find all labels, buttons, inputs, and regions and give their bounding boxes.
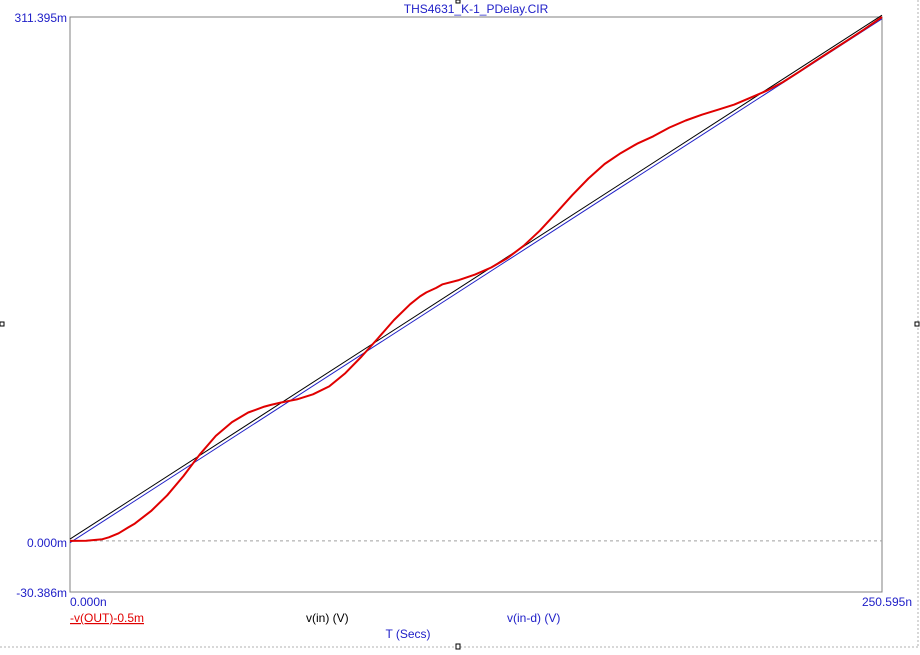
resize-handle-bottom[interactable] xyxy=(455,643,461,650)
resize-handle-right[interactable] xyxy=(914,321,920,327)
y-tick-label-bottom: -30.386m xyxy=(16,586,67,600)
y-tick-label-zero: 0.000m xyxy=(27,536,67,550)
chart-title: THS4631_K-1_PDelay.CIR xyxy=(404,2,549,16)
series-line-vout xyxy=(69,16,883,542)
x-tick-label-end: 250.595n xyxy=(862,595,912,609)
resize-handle-top[interactable] xyxy=(455,0,461,4)
legend-entry-vin[interactable]: v(in) (V) xyxy=(306,611,349,625)
plot-box xyxy=(69,16,883,593)
series-layer xyxy=(69,14,883,544)
legend-entry-vout[interactable]: -v(OUT)-0.5m xyxy=(70,611,144,625)
y-tick-label-top: 311.395m xyxy=(15,11,67,25)
x-tick-label-start: 0.000n xyxy=(70,595,107,609)
series-line-vin xyxy=(69,14,883,540)
x-axis-label: T (Secs) xyxy=(385,627,430,641)
legend-entry-vin-d[interactable]: v(in-d) (V) xyxy=(507,611,560,625)
series-line-vin-d xyxy=(69,18,883,544)
resize-handle-left[interactable] xyxy=(0,321,5,327)
